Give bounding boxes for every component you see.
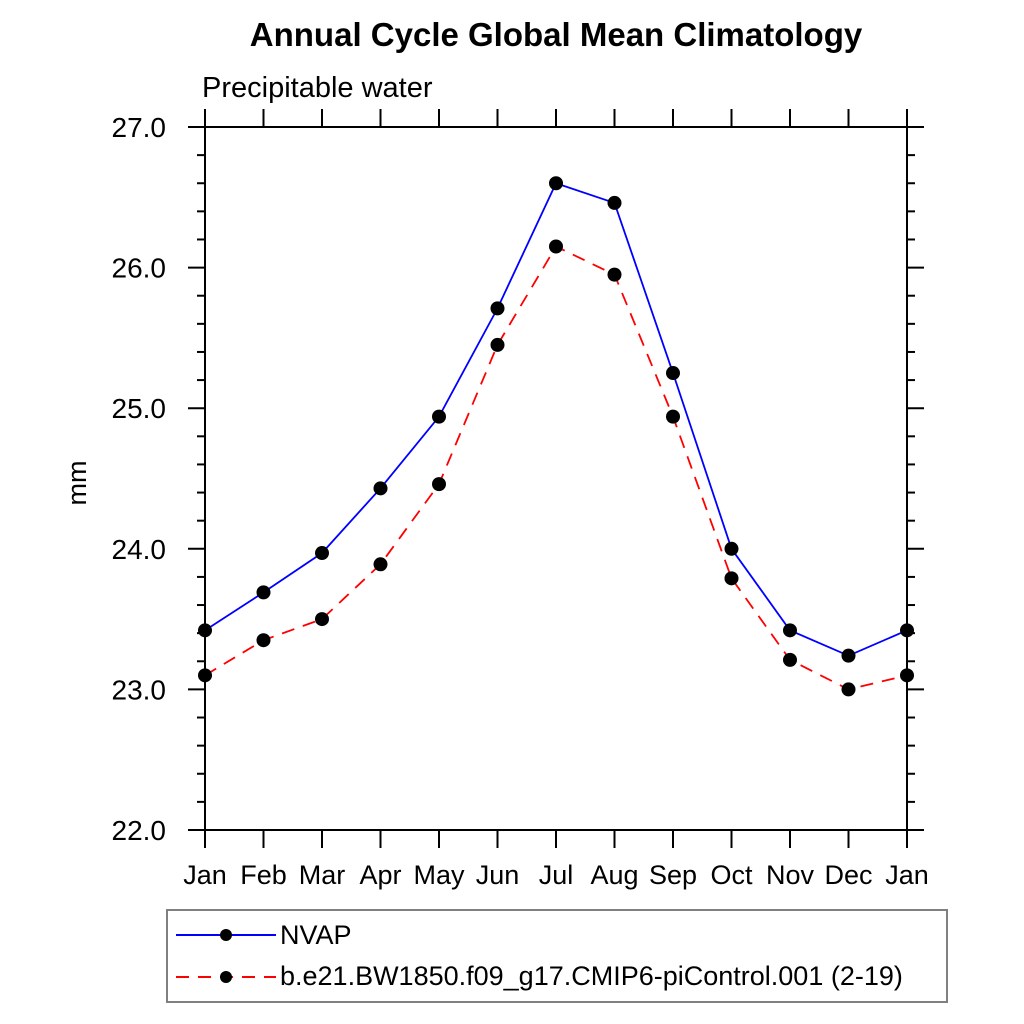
- data-point-marker-series-0: [724, 541, 739, 556]
- data-point-marker-series-1: [256, 633, 271, 648]
- y-axis-title: mm: [62, 461, 92, 506]
- y-axis-tick-label: 24.0: [112, 534, 167, 565]
- data-point-marker-series-0: [256, 585, 271, 600]
- data-point-marker-series-0: [432, 409, 446, 424]
- data-point-marker-series-1: [783, 652, 797, 667]
- data-point-marker-series-1: [198, 668, 212, 683]
- y-axis-tick-label: 26.0: [112, 253, 167, 284]
- data-point-marker-series-1: [900, 668, 914, 683]
- x-axis-tick-label: Dec: [824, 860, 872, 890]
- legend-line-sample-solid-icon: [176, 929, 276, 942]
- data-point-marker-series-0: [549, 176, 563, 191]
- data-point-marker-series-0: [666, 366, 680, 381]
- data-point-marker-series-1: [724, 571, 739, 586]
- data-point-marker-series-0: [900, 623, 914, 638]
- data-point-marker-series-1: [432, 477, 446, 492]
- x-axis-tick-label: Feb: [240, 860, 287, 890]
- x-axis-tick-label: Oct: [710, 860, 753, 890]
- legend-entry-nvap: NVAP: [173, 918, 946, 952]
- y-axis-tick-label: 23.0: [112, 674, 167, 705]
- x-axis-tick-label: Apr: [359, 860, 401, 890]
- data-point-marker-series-1: [490, 337, 505, 352]
- data-point-marker-series-0: [783, 623, 797, 638]
- legend: NVAP b.e21.BW1850.f09_g17.CMIP6-piContro…: [166, 909, 948, 1003]
- series-line-1: [204, 245, 908, 691]
- x-axis-tick-label: Jun: [476, 860, 520, 890]
- chart-title: Annual Cycle Global Mean Climatology: [249, 16, 863, 53]
- legend-line-sample-dashed-icon: [176, 970, 276, 983]
- series-line-0: [204, 182, 908, 657]
- y-axis-tick-label: 22.0: [112, 815, 167, 846]
- data-point-marker-series-1: [373, 557, 388, 572]
- data-point-marker-series-1: [666, 409, 680, 424]
- data-point-marker-series-0: [841, 648, 856, 663]
- legend-label-nvap: NVAP: [280, 919, 352, 950]
- x-axis-tick-label: Jan: [183, 860, 227, 890]
- data-point-marker-series-1: [841, 682, 856, 697]
- legend-entry-model: b.e21.BW1850.f09_g17.CMIP6-piControl.001…: [173, 960, 946, 994]
- legend-label-model: b.e21.BW1850.f09_g17.CMIP6-piControl.001…: [280, 961, 903, 992]
- data-point-marker-series-1: [549, 239, 563, 254]
- x-axis-tick-label: May: [413, 860, 465, 890]
- x-axis-tick-label: Aug: [590, 860, 638, 890]
- chart-subtitle: Precipitable water: [202, 72, 433, 104]
- data-point-marker-series-1: [607, 267, 622, 282]
- x-axis-tick-label: Jul: [539, 860, 574, 890]
- data-point-marker-series-0: [607, 195, 622, 210]
- x-axis-tick-label: Mar: [299, 860, 346, 890]
- plot-frame: [204, 126, 908, 831]
- data-point-marker-series-1: [315, 612, 329, 627]
- y-axis-tick-label: 27.0: [112, 112, 167, 143]
- data-point-marker-series-0: [373, 481, 388, 496]
- data-point-marker-series-0: [315, 546, 329, 561]
- x-axis-tick-label: Sep: [649, 860, 697, 890]
- x-axis-tick-label: Nov: [766, 860, 815, 890]
- y-axis-tick-label: 25.0: [112, 393, 167, 424]
- data-point-marker-series-0: [490, 301, 505, 316]
- x-axis-tick-label: Jan: [885, 860, 929, 890]
- data-point-marker-series-0: [198, 623, 212, 638]
